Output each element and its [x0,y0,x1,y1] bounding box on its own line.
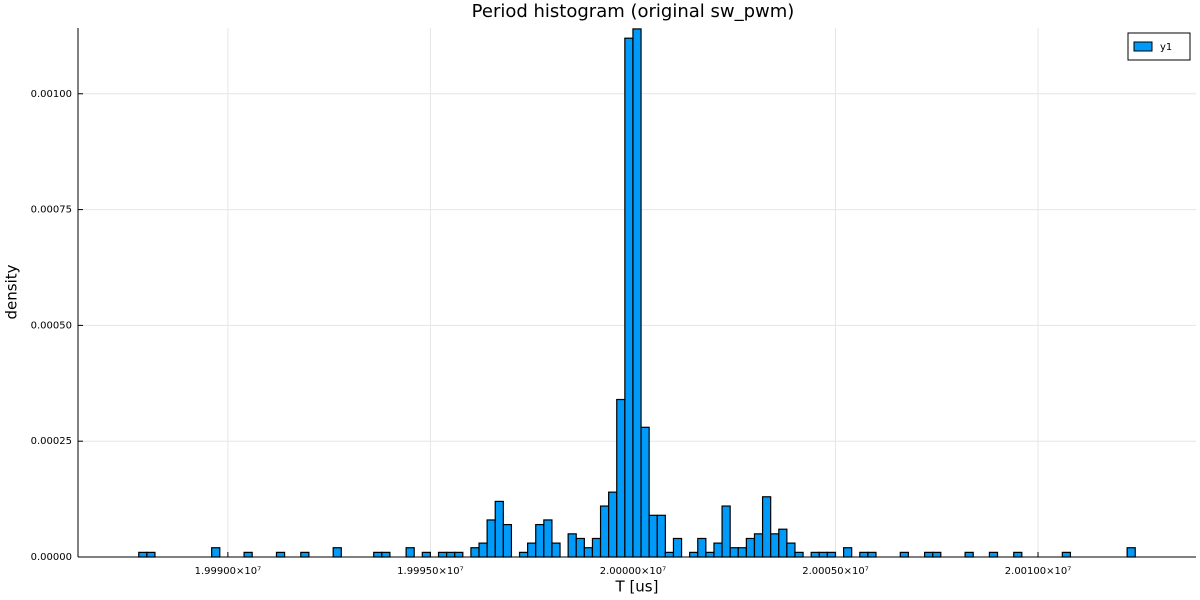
bar [672,537,683,558]
bar [624,37,634,558]
bar [770,533,780,558]
bar [243,551,253,558]
bar [527,542,537,558]
legend-label: y1 [1160,42,1172,53]
bar [745,537,756,558]
bar [867,551,877,558]
bar [656,514,666,558]
bar [640,426,650,558]
bar [786,542,796,558]
bar [583,547,594,558]
bar [421,551,432,558]
bar [446,551,456,558]
bar [697,537,707,558]
y-tick-label: 0.00050 [31,320,72,331]
bar [859,551,869,558]
bar [146,551,156,558]
bar [373,551,383,558]
bar [551,542,561,558]
legend-swatch [1133,41,1153,52]
bar [964,551,974,558]
bar [713,542,723,558]
bar [1013,551,1023,558]
y-axis-label: density [3,264,21,319]
bar [794,551,804,558]
bar [778,528,788,558]
bar [932,551,942,558]
bar [543,519,553,558]
bar [761,496,772,558]
bar [454,551,464,558]
y-tick-label: 0.00075 [31,205,72,216]
bar [632,28,642,558]
x-tick-label: 2.00050×10⁷ [802,566,868,577]
x-tick-label: 2.00000×10⁷ [600,566,666,577]
bar [753,533,764,558]
x-tick-label: 1.99900×10⁷ [195,566,261,577]
bar [664,551,675,558]
bar [842,547,853,558]
bar [899,551,909,558]
bar [535,523,545,558]
bar [988,551,999,558]
bar [1126,547,1136,558]
bar [689,551,699,558]
bar [502,523,513,558]
bar [591,537,602,558]
bar [705,551,715,558]
bar [518,551,529,558]
bar [810,551,820,558]
bar [300,551,310,558]
x-axis-label: T [us] [615,578,659,596]
bar [737,547,747,558]
x-tick-label: 2.00100×10⁷ [1005,566,1071,577]
bar [616,398,626,558]
bar [494,500,504,558]
bar [826,551,837,558]
bar [405,547,415,558]
bar [275,551,286,558]
bar [818,551,828,558]
bar [729,547,739,558]
bar [470,547,480,558]
bar [138,551,148,558]
chart-title: Period histogram (original sw_pwm) [472,1,795,22]
bar [332,547,342,558]
y-tick-label: 0.00025 [31,436,72,447]
bar [381,551,391,558]
y-tick-label: 0.00100 [31,89,72,100]
bar [1061,551,1072,558]
bar [648,514,658,558]
bar [478,542,488,558]
bar [721,505,731,558]
bar [567,533,577,558]
bar [575,537,585,558]
bar [599,505,610,558]
y-tick-label: 0.00000 [31,552,72,563]
bar [924,551,934,558]
bar [486,519,496,558]
bar [211,547,221,558]
bar [437,551,448,558]
bar [608,491,618,558]
x-tick-label: 1.99950×10⁷ [397,566,463,577]
